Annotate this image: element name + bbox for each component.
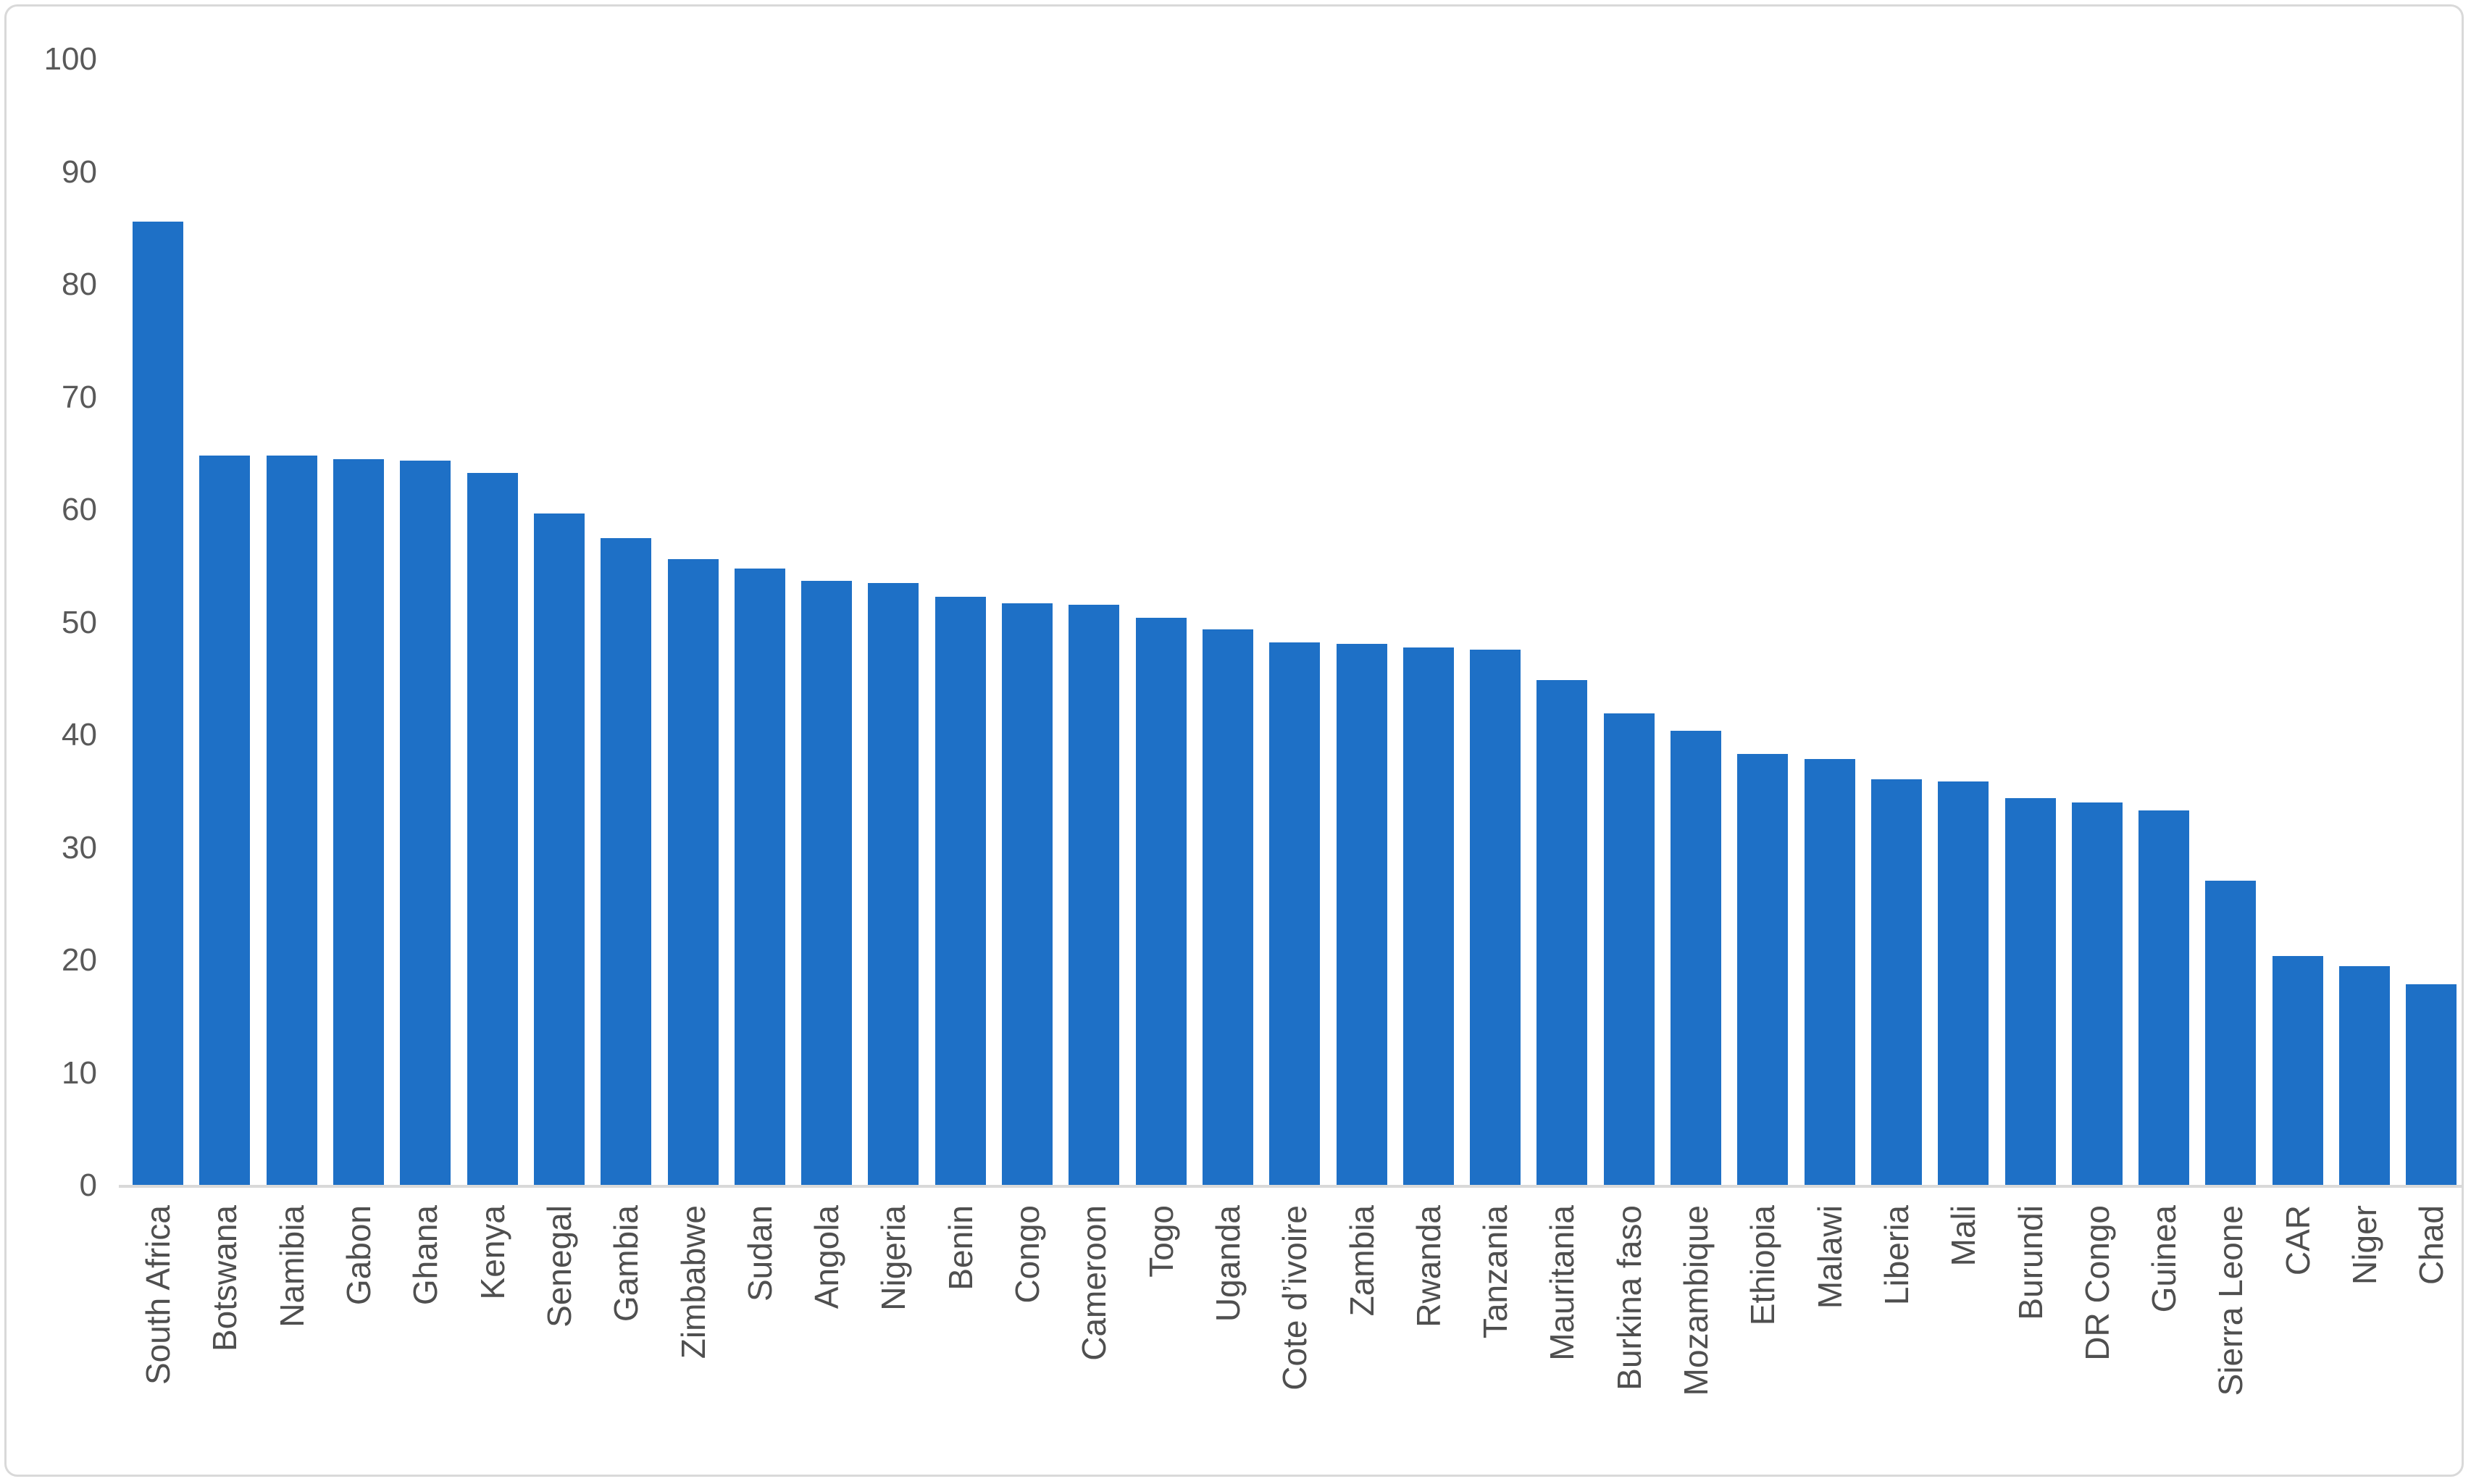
- x-category-label: Niger: [2346, 1205, 2384, 1285]
- x-category-label: DR Congo: [2078, 1205, 2116, 1361]
- x-category-label: Malawi: [1810, 1205, 1849, 1309]
- bar-uganda: [1202, 629, 1253, 1186]
- y-tick-label: 90: [62, 154, 97, 190]
- bar-guinea: [2138, 810, 2190, 1186]
- bar-mauritania: [1536, 679, 1588, 1186]
- bar-zambia: [1336, 644, 1387, 1186]
- x-category-label: Namibia: [272, 1205, 311, 1328]
- bar-malawi: [1804, 758, 1855, 1186]
- x-category-label: Guinea: [2145, 1205, 2183, 1313]
- x-category-label: Ethiopia: [1744, 1205, 1782, 1326]
- y-tick-label: 50: [62, 604, 97, 640]
- x-category-label: Sudan: [740, 1205, 779, 1302]
- bar-sudan: [734, 568, 785, 1186]
- bar-cameroon: [1069, 604, 1120, 1186]
- plot-area: 0 10 20 30 40 50 60 70 80 90 100 South Africa Botsw…: [7, 7, 2462, 1475]
- bar-gabon: [333, 459, 385, 1186]
- bar-mozambique: [1671, 730, 1722, 1186]
- y-tick-label: 0: [79, 1168, 97, 1203]
- x-category-label: Kenya: [473, 1205, 511, 1300]
- chart-frame: 0 10 20 30 40 50 60 70 80 90 100 South Africa Botsw…: [4, 4, 2464, 1477]
- bar-angola: [801, 580, 853, 1186]
- bar-gambia: [601, 537, 652, 1186]
- x-category-label: Liberia: [1877, 1205, 1915, 1306]
- bar-congo: [1002, 603, 1053, 1186]
- bar-togo: [1135, 618, 1187, 1186]
- bar-nigeria: [868, 583, 919, 1186]
- x-category-label: Cameroon: [1075, 1205, 1113, 1361]
- x-category-label: Burundi: [2011, 1205, 2049, 1320]
- y-tick-label: 20: [62, 942, 97, 978]
- x-category-label: Gabon: [340, 1205, 378, 1306]
- x-category-label: Cote d’ivoire: [1276, 1205, 1314, 1391]
- x-category-label: Nigeria: [874, 1205, 913, 1311]
- x-category-label: Togo: [1142, 1205, 1180, 1278]
- bar-sierra-leone: [2205, 880, 2257, 1186]
- x-category-label: Ghana: [406, 1205, 445, 1306]
- x-category-label: Gambia: [607, 1205, 645, 1322]
- x-category-label: Benin: [941, 1205, 979, 1291]
- y-tick-label: 10: [62, 1055, 97, 1091]
- bar-burkina-faso: [1603, 713, 1655, 1186]
- x-category-label: Mauritania: [1543, 1205, 1581, 1361]
- y-tick-label: 70: [62, 379, 97, 415]
- bar-rwanda: [1402, 647, 1454, 1186]
- bar-ghana: [400, 460, 451, 1186]
- bar-south-africa: [133, 221, 184, 1186]
- x-category-label: Zimbabwe: [674, 1205, 712, 1359]
- bar-niger: [2339, 965, 2391, 1186]
- x-category-label: Sierra Leone: [2212, 1205, 2250, 1396]
- y-tick-label: 60: [62, 492, 97, 527]
- bar-ethiopia: [1737, 754, 1789, 1186]
- bar-botswana: [199, 456, 251, 1186]
- bar-zimbabwe: [667, 559, 719, 1186]
- bar-car: [2272, 955, 2323, 1186]
- x-category-label: Senegal: [540, 1205, 578, 1328]
- x-category-label: Angola: [808, 1205, 846, 1309]
- y-tick-label: 40: [62, 717, 97, 753]
- bar-senegal: [533, 513, 585, 1186]
- x-category-label: Chad: [2412, 1205, 2451, 1285]
- bar-liberia: [1870, 779, 1922, 1186]
- y-tick-label: 80: [62, 267, 97, 302]
- x-category-label: Mali: [1944, 1205, 1983, 1267]
- x-category-label: Tanzania: [1476, 1205, 1515, 1339]
- bar-kenya: [467, 472, 518, 1186]
- y-tick-label: 100: [43, 41, 97, 77]
- bar-burundi: [2004, 798, 2056, 1186]
- x-category-label: CAR: [2278, 1205, 2317, 1276]
- bar-chad: [2406, 984, 2457, 1186]
- bar-namibia: [266, 456, 317, 1186]
- bar-cote-d-ivoire: [1269, 642, 1321, 1186]
- x-category-label: Rwanda: [1409, 1205, 1447, 1328]
- x-category-label: Congo: [1008, 1205, 1047, 1304]
- x-category-label: Uganda: [1208, 1205, 1247, 1322]
- x-category-label: Zambia: [1342, 1205, 1381, 1317]
- x-axis-line: [119, 1185, 2462, 1188]
- x-category-label: Burkina faso: [1610, 1205, 1648, 1391]
- bar-mali: [1938, 781, 1989, 1186]
- bar-benin: [935, 596, 986, 1186]
- bar-tanzania: [1470, 649, 1521, 1186]
- bar-dr-congo: [2071, 802, 2123, 1186]
- x-category-label: Mozambique: [1677, 1205, 1715, 1396]
- x-category-label: Botswana: [206, 1205, 244, 1352]
- x-category-label: South Africa: [139, 1205, 177, 1386]
- y-tick-label: 30: [62, 829, 97, 865]
